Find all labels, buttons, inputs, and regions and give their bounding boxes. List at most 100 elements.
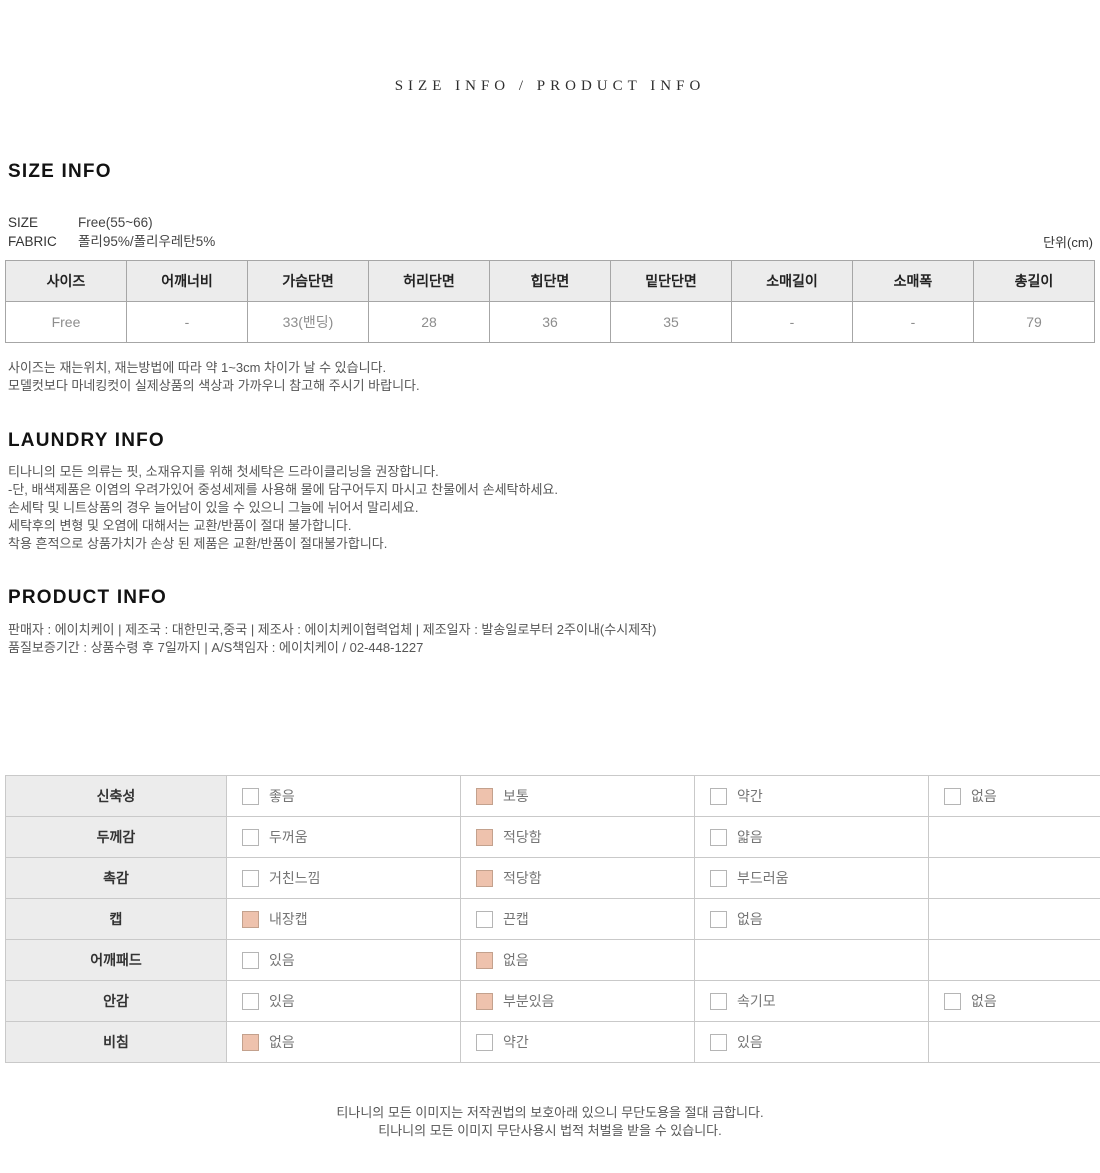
attribute-option-label: 없음 xyxy=(971,788,997,804)
attribute-row: 두께감 두꺼움 적당함 얇음 xyxy=(5,816,1100,858)
checkbox-unchecked-icon xyxy=(944,787,961,805)
checkbox-unchecked-icon xyxy=(476,1033,493,1051)
size-table-header-cell: 소매폭 xyxy=(852,260,974,302)
unit-label: 단위(cm) xyxy=(1043,235,1093,250)
checkbox-checked-icon xyxy=(476,951,493,969)
attribute-option-label: 있음 xyxy=(269,993,295,1009)
size-note-line: 모델컷보다 마네킹컷이 실제상품의 색상과 가까우니 참고해 주시기 바랍니다. xyxy=(8,377,420,393)
checkbox-checked-icon xyxy=(242,1033,259,1051)
checkbox-checked-icon xyxy=(476,992,493,1010)
attribute-option-cell: 좋음 xyxy=(226,775,461,817)
attribute-option-cell: 두꺼움 xyxy=(226,816,461,858)
attribute-option-cell xyxy=(928,939,1100,981)
size-notes: 사이즈는 재는위치, 재는방법에 따라 약 1~3cm 차이가 날 수 있습니다… xyxy=(8,359,1092,394)
footer-line: 티나니의 모든 이미지는 저작권법의 보호아래 있으니 무단도용을 절대 금합니… xyxy=(336,1105,764,1120)
size-table-row: Free -33(밴딩) 28 36 35- -79 xyxy=(5,301,1095,343)
size-table-header-cell: 허리단면 xyxy=(368,260,490,302)
product-line: 품질보증기간 : 상품수령 후 7일까지 | A/S책임자 : 에이치케이 / … xyxy=(8,640,424,655)
size-table: 사이즈 어깨너비 가슴단면 허리단면 힙단면 밑단단면 소매길이 소매폭 총길이 Free -33… xyxy=(5,260,1095,343)
attribute-option-label: 적당함 xyxy=(503,870,542,886)
size-table-cell: Free xyxy=(5,301,127,343)
attribute-option-label: 없음 xyxy=(503,952,529,968)
size-table-header-cell: 어깨너비 xyxy=(126,260,248,302)
attribute-label: 캡 xyxy=(5,898,227,940)
attribute-option-cell: 얇음 xyxy=(694,816,929,858)
product-info-heading: PRODUCT INFO xyxy=(8,587,168,608)
laundry-line: 티나니의 모든 의류는 핏, 소재유지를 위해 첫세탁은 드라이클리닝을 권장합… xyxy=(8,464,439,479)
checkbox-unchecked-icon xyxy=(710,910,727,928)
checkbox-checked-icon xyxy=(242,910,259,928)
size-note-line: 사이즈는 재는위치, 재는방법에 따라 약 1~3cm 차이가 날 수 있습니다… xyxy=(8,360,387,375)
checkbox-unchecked-icon xyxy=(242,828,259,846)
attribute-option-label: 없음 xyxy=(737,911,763,927)
laundry-line: 손세탁 및 니트상품의 경우 늘어남이 있을 수 있으니 그늘에 뉘어서 말리세… xyxy=(8,500,419,515)
attribute-option-label: 좋음 xyxy=(269,788,295,804)
footer-line: 티나니의 모든 이미지 무단사용시 법적 처벌을 받을 수 있습니다. xyxy=(378,1123,722,1138)
size-table-cell: 79 xyxy=(973,301,1095,343)
attribute-label: 비침 xyxy=(5,1021,227,1063)
checkbox-unchecked-icon xyxy=(242,951,259,969)
attribute-label: 안감 xyxy=(5,980,227,1022)
laundry-info-heading: LAUNDRY INFO xyxy=(8,430,165,451)
checkbox-unchecked-icon xyxy=(710,992,727,1010)
checkbox-unchecked-icon xyxy=(710,787,727,805)
size-table-cell: 33(밴딩) xyxy=(247,301,369,343)
attribute-option-label: 속기모 xyxy=(737,993,776,1009)
attribute-option-cell: 없음 xyxy=(226,1021,461,1063)
checkbox-unchecked-icon xyxy=(242,992,259,1010)
checkbox-unchecked-icon xyxy=(710,828,727,846)
attribute-label: 촉감 xyxy=(5,857,227,899)
spec-list: SIZE Free(55~66) FABRIC 폴리95%/폴리우레탄5% xyxy=(8,213,1093,251)
attribute-row: 캡 내장캡 끈캡 없음 xyxy=(5,898,1100,940)
attribute-option-cell: 약간 xyxy=(460,1021,695,1063)
checkbox-unchecked-icon xyxy=(944,992,961,1010)
attribute-row: 안감 있음 부분있음 속기모 없음 xyxy=(5,980,1100,1022)
attribute-label: 어깨패드 xyxy=(5,939,227,981)
checkbox-checked-icon xyxy=(476,787,493,805)
attribute-option-cell xyxy=(928,816,1100,858)
checkbox-checked-icon xyxy=(476,869,493,887)
attribute-option-cell: 속기모 xyxy=(694,980,929,1022)
attribute-label: 신축성 xyxy=(5,775,227,817)
attribute-option-cell: 있음 xyxy=(226,939,461,981)
checkbox-unchecked-icon xyxy=(242,787,259,805)
attribute-option-cell xyxy=(928,898,1100,940)
product-line: 판매자 : 에이치케이 | 제조국 : 대한민국,중국 | 제조사 : 에이치케… xyxy=(8,622,657,637)
attribute-option-label: 있음 xyxy=(269,952,295,968)
spec-label: FABRIC xyxy=(8,234,57,249)
attribute-option-cell xyxy=(694,939,929,981)
attribute-label: 두께감 xyxy=(5,816,227,858)
attribute-option-label: 없음 xyxy=(971,993,997,1009)
attribute-row: 촉감 거친느낌 적당함 부드러움 xyxy=(5,857,1100,899)
checkbox-unchecked-icon xyxy=(710,1033,727,1051)
size-meta: SIZE Free(55~66) FABRIC 폴리95%/폴리우레탄5% 단위(cm… xyxy=(8,213,1093,251)
spec-value: Free(55~66) xyxy=(78,215,153,230)
attribute-option-cell: 내장캡 xyxy=(226,898,461,940)
checkbox-unchecked-icon xyxy=(710,869,727,887)
attribute-row: 어깨패드 있음 없음 xyxy=(5,939,1100,981)
attribute-option-label: 없음 xyxy=(269,1034,295,1050)
attribute-option-cell: 있음 xyxy=(226,980,461,1022)
size-table-header-cell: 사이즈 xyxy=(5,260,127,302)
spec-label: SIZE xyxy=(8,215,39,230)
attribute-option-cell: 끈캡 xyxy=(460,898,695,940)
size-table-cell: - xyxy=(126,301,248,343)
footer: 티나니의 모든 이미지는 저작권법의 보호아래 있으니 무단도용을 절대 금합니… xyxy=(0,1104,1100,1140)
attribute-option-cell xyxy=(928,857,1100,899)
size-table-cell: - xyxy=(731,301,853,343)
attribute-option-cell xyxy=(928,1021,1100,1063)
size-table-cell: 28 xyxy=(368,301,490,343)
attribute-option-label: 얇음 xyxy=(737,829,763,845)
size-table-header-cell: 소매길이 xyxy=(731,260,853,302)
attribute-option-label: 약간 xyxy=(737,788,763,804)
laundry-line: 착용 흔적으로 상품가치가 손상 된 제품은 교환/반품이 절대불가합니다. xyxy=(8,536,388,551)
attribute-option-cell: 부드러움 xyxy=(694,857,929,899)
laundry-notes: 티나니의 모든 의류는 핏, 소재유지를 위해 첫세탁은 드라이클리닝을 권장합… xyxy=(8,463,1092,553)
laundry-line: -단, 배색제품은 이염의 우려가있어 중성세제를 사용해 물에 담구어두지 마… xyxy=(8,482,558,497)
spec-value: 폴리95%/폴리우레탄5% xyxy=(78,234,216,249)
size-table-header-cell: 가슴단면 xyxy=(247,260,369,302)
attribute-option-cell: 없음 xyxy=(928,980,1100,1022)
page-title: SIZE INFO / PRODUCT INFO xyxy=(394,78,706,94)
attribute-option-label: 부분있음 xyxy=(503,993,555,1009)
size-table-header-cell: 밑단단면 xyxy=(610,260,732,302)
